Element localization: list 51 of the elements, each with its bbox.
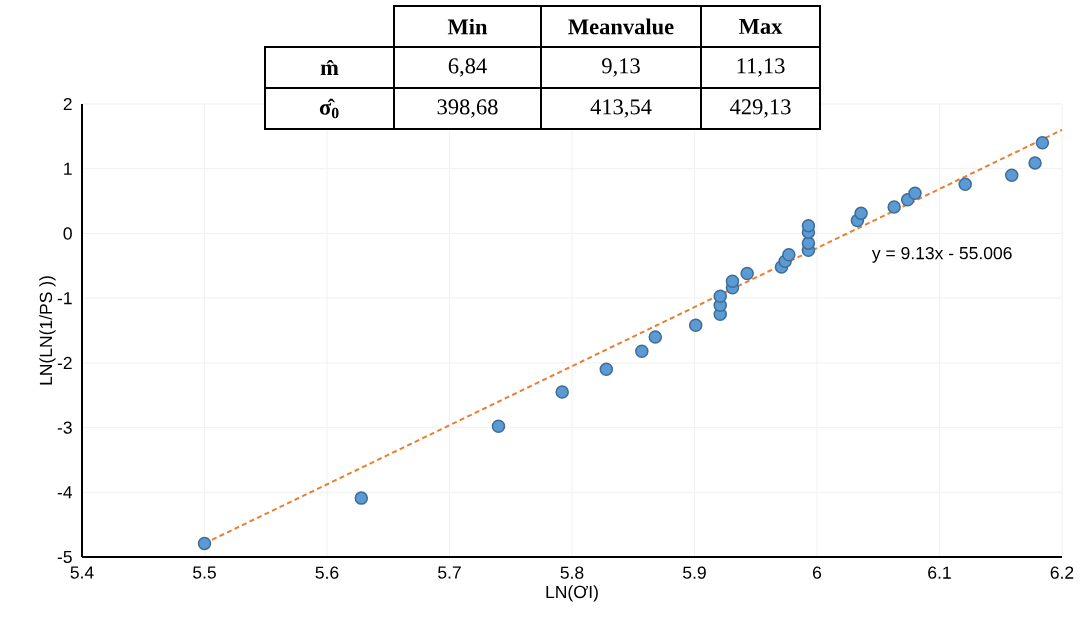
point: [740, 266, 754, 281]
annotation: 413,54: [590, 99, 652, 118]
point: [688, 318, 703, 333]
y-tick-label: 0: [63, 227, 72, 240]
x-tick-label: 6.2: [1050, 566, 1074, 579]
annotation: y = 9.13x - 55.006: [871, 246, 1012, 263]
text: Min: [447, 18, 488, 35]
x-axis-title: LN(ƠI): [546, 585, 598, 602]
x-tick-label: 5.7: [438, 566, 461, 579]
x-tick-label: 6: [813, 566, 822, 579]
y-tick-label: -3: [57, 421, 72, 434]
point: [599, 362, 614, 377]
x-tick-label: 5.9: [683, 566, 706, 579]
x-tick-label: 5.5: [193, 566, 216, 579]
point: [725, 274, 740, 289]
point: [801, 218, 816, 233]
point: [908, 186, 922, 201]
annotation: 398,68: [437, 99, 498, 118]
text: 11,13: [737, 58, 785, 77]
point: [1028, 156, 1042, 170]
text: Meanvalue: [568, 18, 674, 35]
point: [887, 200, 901, 214]
point: [648, 330, 663, 344]
point: [1005, 168, 1019, 182]
x-tick-label: 5.8: [560, 566, 584, 579]
point: [491, 419, 506, 434]
point: [197, 536, 212, 551]
annotation: σ̂$_{0}$: [319, 98, 339, 119]
x-tick-label: 5.4: [70, 566, 94, 579]
text: 6,84: [448, 58, 487, 77]
y-tick-label: -2: [57, 356, 72, 369]
x-tick-label: 5.6: [315, 566, 339, 579]
point: [854, 206, 868, 221]
y-tick-label: -1: [57, 292, 72, 305]
text: Max: [739, 19, 783, 34]
annotation: 429,13: [730, 99, 791, 118]
point: [555, 385, 569, 399]
point: [782, 248, 796, 262]
y-tick-label: 1: [64, 162, 72, 175]
point: [713, 289, 727, 303]
text: m̂: [320, 59, 339, 76]
y-tick-label: -4: [57, 486, 73, 499]
point: [958, 177, 972, 191]
y-axis-title: LN(LN(1/PS )): [39, 276, 56, 385]
text: 9,13: [602, 58, 640, 77]
point: [1035, 136, 1050, 150]
y-tick-label: 2: [63, 97, 72, 111]
x-tick-label: 6.1: [928, 566, 951, 579]
point: [635, 344, 649, 358]
point: [354, 491, 369, 505]
y-tick-label: -5: [57, 550, 72, 564]
